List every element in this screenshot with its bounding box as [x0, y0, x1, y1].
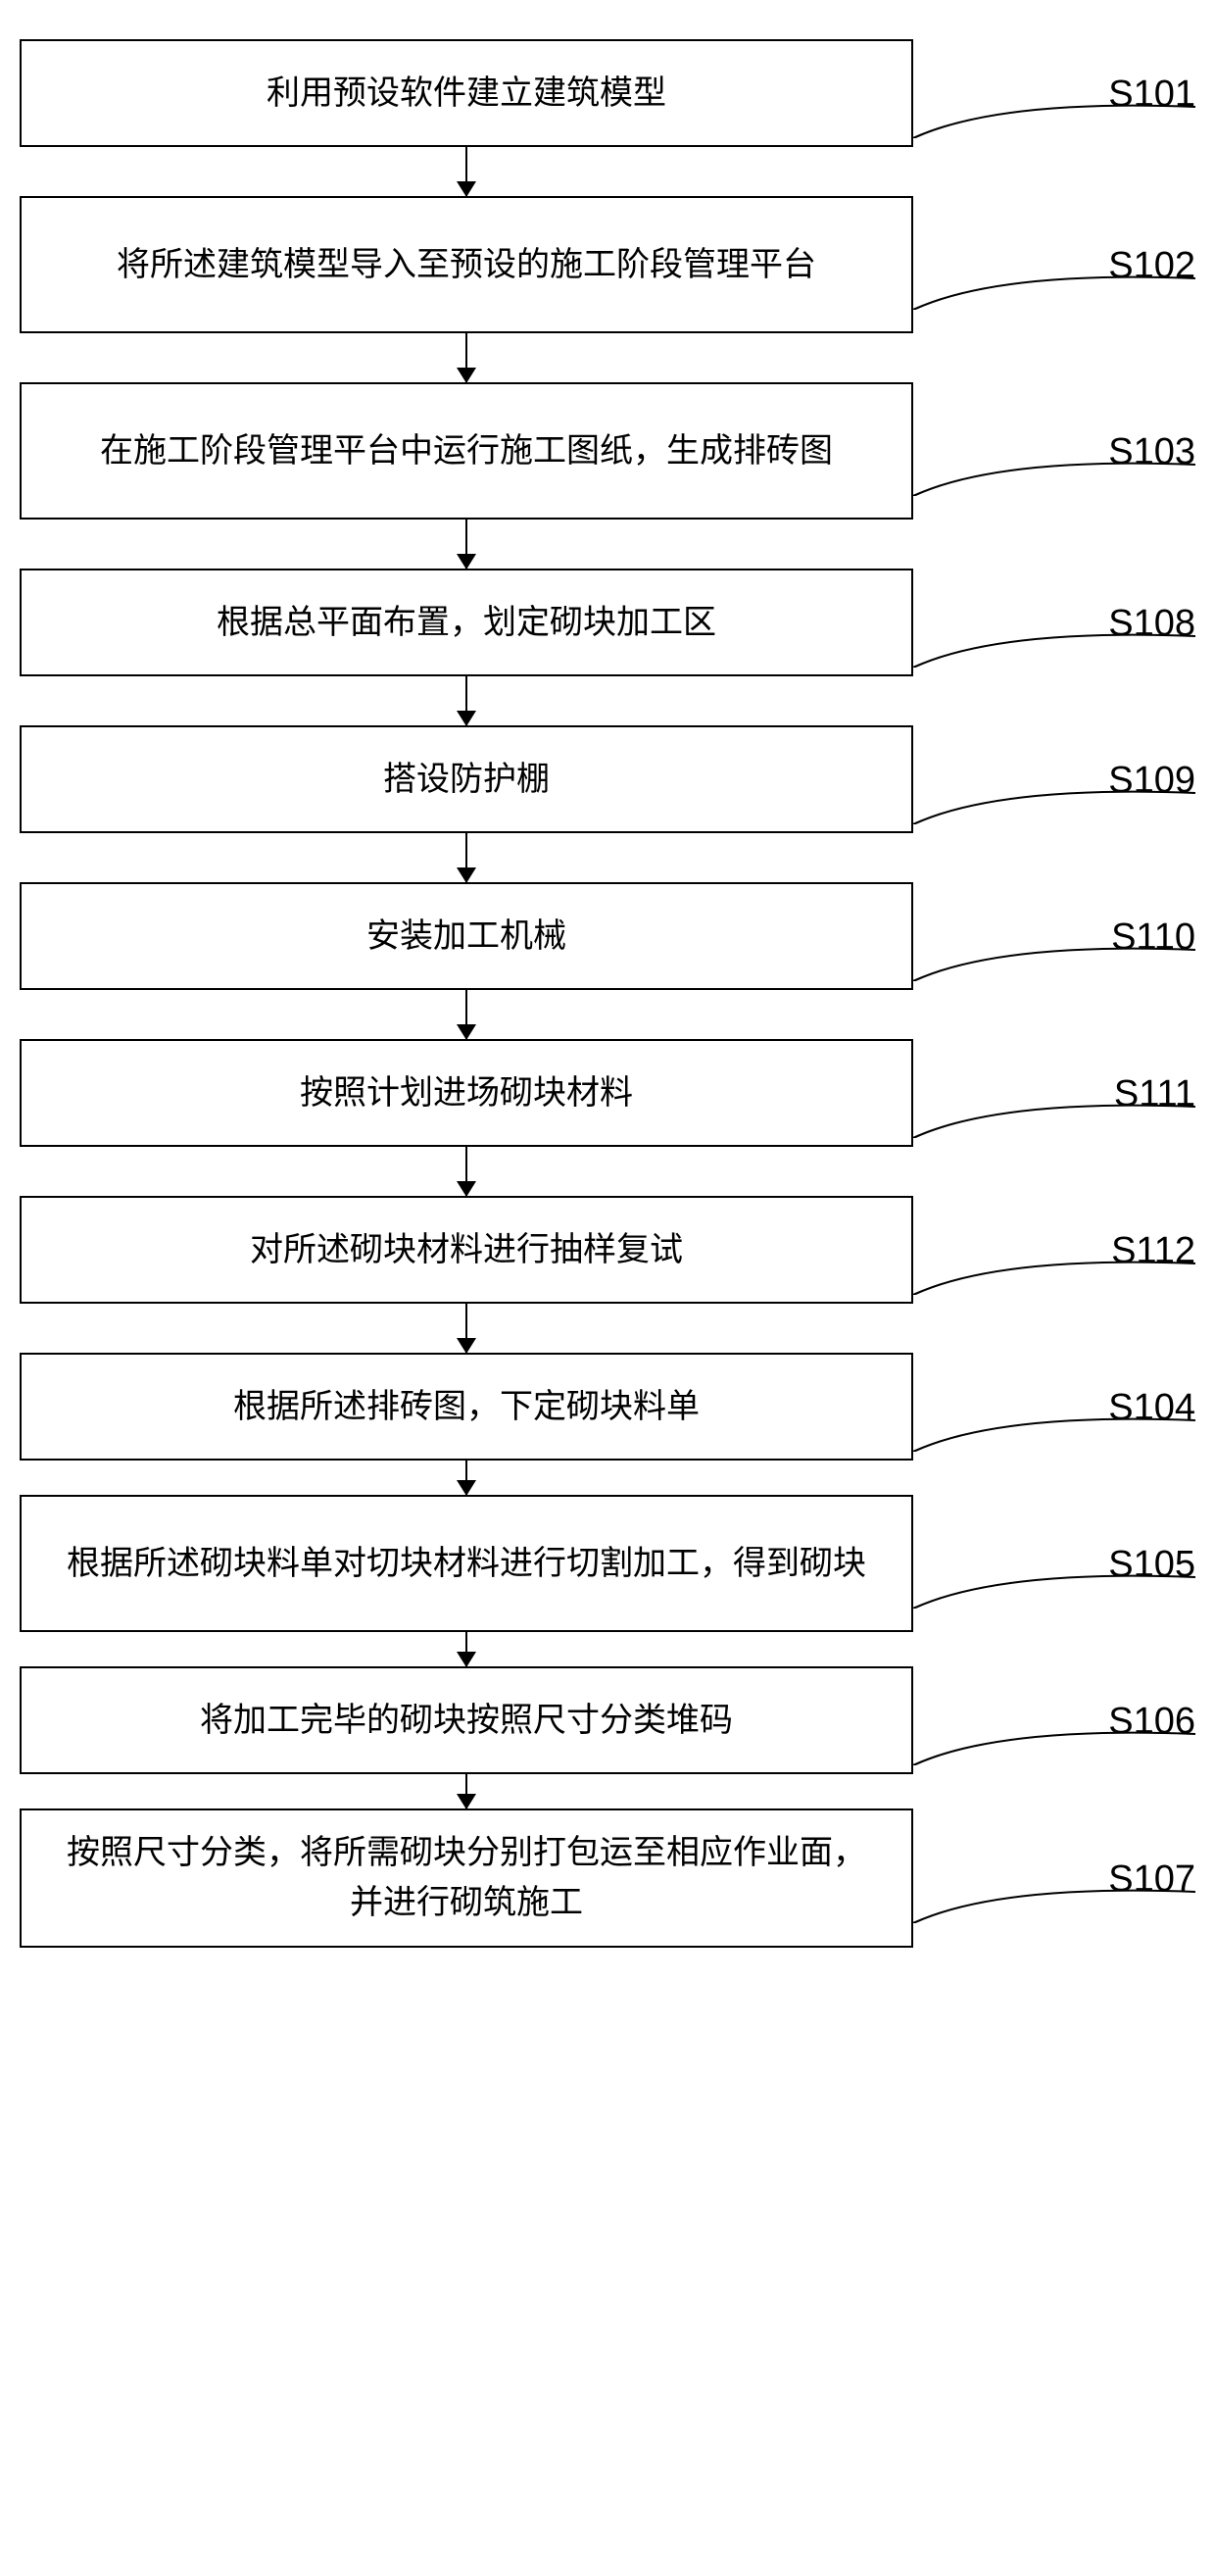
arrow: [465, 1774, 467, 1808]
step-box-s112: 对所述砌块材料进行抽样复试: [20, 1196, 913, 1304]
arrow: [465, 676, 467, 725]
step-label: S101: [1108, 74, 1195, 116]
step-label: S104: [1108, 1387, 1195, 1429]
arrow: [465, 520, 467, 569]
arrow: [465, 1147, 467, 1196]
step-label: S105: [1108, 1544, 1195, 1586]
step-row: 按照尺寸分类，将所需砌块分别打包运至相应作业面，并进行砌筑施工 S107: [20, 1808, 1195, 1948]
step-row: 按照计划进场砌块材料 S111: [20, 1039, 1195, 1147]
step-box-s109: 搭设防护棚: [20, 725, 913, 833]
step-box-s104: 根据所述排砖图，下定砌块料单: [20, 1353, 913, 1461]
step-text: 根据总平面布置，划定砌块加工区: [217, 598, 716, 648]
step-box-s106: 将加工完毕的砌块按照尺寸分类堆码: [20, 1666, 913, 1774]
arrow: [465, 147, 467, 196]
step-row: 将所述建筑模型导入至预设的施工阶段管理平台 S102: [20, 196, 1195, 333]
step-box-s105: 根据所述砌块料单对切块材料进行切割加工，得到砌块: [20, 1495, 913, 1632]
step-label: S111: [1114, 1073, 1195, 1115]
step-label: S103: [1108, 431, 1195, 473]
arrow: [465, 833, 467, 882]
step-text: 按照计划进场砌块材料: [300, 1068, 633, 1118]
step-row: 根据所述排砖图，下定砌块料单 S104: [20, 1353, 1195, 1461]
step-row: 根据总平面布置，划定砌块加工区 S108: [20, 569, 1195, 676]
step-label: S112: [1111, 1230, 1195, 1272]
step-box-s101: 利用预设软件建立建筑模型: [20, 39, 913, 147]
arrow: [465, 1304, 467, 1353]
step-text: 安装加工机械: [366, 912, 566, 962]
step-label: S110: [1111, 916, 1195, 959]
step-box-s111: 按照计划进场砌块材料: [20, 1039, 913, 1147]
arrow: [465, 1461, 467, 1495]
arrow: [465, 333, 467, 382]
step-label: S102: [1108, 245, 1195, 287]
step-box-s103: 在施工阶段管理平台中运行施工图纸，生成排砖图: [20, 382, 913, 520]
step-text: 按照尺寸分类，将所需砌块分别打包运至相应作业面，并进行砌筑施工: [61, 1828, 872, 1928]
step-row: 利用预设软件建立建筑模型 S101: [20, 39, 1195, 147]
step-box-s102: 将所述建筑模型导入至预设的施工阶段管理平台: [20, 196, 913, 333]
step-box-s110: 安装加工机械: [20, 882, 913, 990]
step-text: 对所述砌块材料进行抽样复试: [250, 1225, 683, 1275]
step-row: 对所述砌块材料进行抽样复试 S112: [20, 1196, 1195, 1304]
step-label: S106: [1108, 1701, 1195, 1743]
step-row: 在施工阶段管理平台中运行施工图纸，生成排砖图 S103: [20, 382, 1195, 520]
step-row: 将加工完毕的砌块按照尺寸分类堆码 S106: [20, 1666, 1195, 1774]
step-row: 根据所述砌块料单对切块材料进行切割加工，得到砌块 S105: [20, 1495, 1195, 1632]
step-row: 安装加工机械 S110: [20, 882, 1195, 990]
step-label: S107: [1108, 1858, 1195, 1901]
step-box-s107: 按照尺寸分类，将所需砌块分别打包运至相应作业面，并进行砌筑施工: [20, 1808, 913, 1948]
step-label: S109: [1108, 760, 1195, 802]
step-row: 搭设防护棚 S109: [20, 725, 1195, 833]
arrow: [465, 1632, 467, 1666]
step-text: 利用预设软件建立建筑模型: [267, 69, 666, 119]
step-text: 根据所述砌块料单对切块材料进行切割加工，得到砌块: [67, 1539, 866, 1589]
step-text: 搭设防护棚: [383, 755, 550, 805]
step-text: 在施工阶段管理平台中运行施工图纸，生成排砖图: [100, 426, 833, 476]
step-text: 将加工完毕的砌块按照尺寸分类堆码: [200, 1696, 733, 1746]
step-label: S108: [1108, 603, 1195, 645]
step-text: 将所述建筑模型导入至预设的施工阶段管理平台: [117, 240, 816, 290]
arrow: [465, 990, 467, 1039]
flowchart-container: 利用预设软件建立建筑模型 S101 将所述建筑模型导入至预设的施工阶段管理平台 …: [20, 39, 1195, 1948]
step-text: 根据所述排砖图，下定砌块料单: [233, 1382, 700, 1432]
step-box-s108: 根据总平面布置，划定砌块加工区: [20, 569, 913, 676]
